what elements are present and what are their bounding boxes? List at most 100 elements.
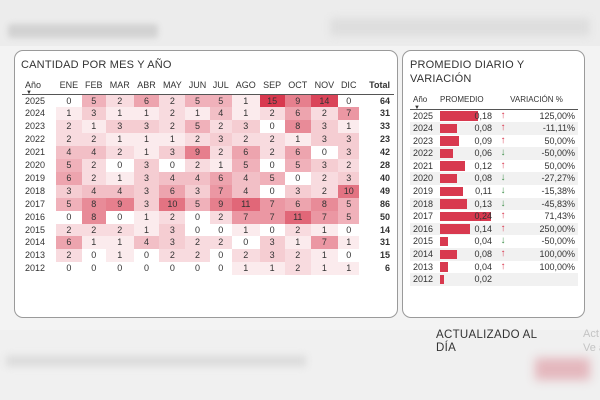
matrix-cell[interactable]: 5 — [231, 159, 260, 172]
matrix-cell[interactable]: 2 — [209, 146, 232, 160]
matrix-cell[interactable]: 9 — [284, 94, 311, 108]
matrix-cell[interactable]: 3 — [310, 133, 338, 147]
matrix-cell[interactable]: 10 — [159, 197, 186, 211]
matrix-cell[interactable]: 3 — [159, 223, 186, 237]
matrix-cell[interactable]: 1 — [337, 236, 360, 250]
matrix-cell[interactable]: 1 — [133, 146, 160, 160]
matrix-cell[interactable]: 4 — [159, 171, 186, 185]
matrix-row[interactable]: 2024 1 3 1 1 2 1 4 1 2 6 2 7 31 — [22, 107, 394, 121]
matrix-cell[interactable]: 7 — [259, 210, 285, 224]
matrix-row[interactable]: 2017 5 8 9 3 10 5 9 11 7 6 8 5 86 — [22, 197, 394, 211]
matrix-cell[interactable]: 1 — [81, 236, 106, 250]
month-header-ene[interactable]: ENE — [59, 79, 79, 90]
matrix-cell[interactable]: 3 — [159, 146, 186, 160]
matrix-cell[interactable]: 2 — [284, 262, 311, 276]
month-header-ago[interactable]: AGO — [235, 79, 256, 90]
matrix-cell[interactable]: 2 — [310, 184, 338, 198]
matrix-cell[interactable]: 2 — [209, 210, 232, 224]
matrix-cell[interactable]: 2 — [259, 146, 285, 160]
matrix-cell[interactable]: 1 — [105, 249, 134, 263]
matrix-cell[interactable]: 4 — [56, 146, 82, 160]
matrix-cell[interactable]: 6 — [56, 171, 82, 185]
month-header-jul[interactable]: JUL — [212, 79, 229, 90]
month-header-nov[interactable]: NOV — [314, 79, 335, 90]
matrix-cell[interactable]: 2 — [259, 107, 285, 121]
matrix-cell[interactable]: 1 — [310, 249, 338, 263]
matrix-cell[interactable]: 1 — [310, 262, 338, 276]
matrix-cell[interactable]: 3 — [81, 107, 106, 121]
matrix-cell[interactable]: 4 — [185, 171, 210, 185]
matrix-cell[interactable]: 5 — [81, 94, 106, 108]
matrix-cell[interactable]: 3 — [105, 120, 134, 134]
matrix-cell[interactable]: 1 — [209, 159, 232, 172]
matrix-cell[interactable]: 0 — [105, 262, 134, 276]
matrix-cell[interactable]: 5 — [337, 197, 360, 211]
matrix-cell[interactable]: 11 — [284, 210, 311, 224]
matrix-cell[interactable]: 3 — [133, 120, 160, 134]
matrix-cell[interactable]: 0 — [159, 159, 186, 172]
matrix-cell[interactable]: 4 — [133, 236, 160, 250]
year-column-header[interactable]: Año ▼ — [22, 76, 56, 96]
matrix-cell[interactable]: 2 — [284, 223, 311, 237]
matrix-cell[interactable]: 5 — [56, 197, 82, 211]
matrix-cell[interactable]: 0 — [185, 210, 210, 224]
matrix-cell[interactable]: 2 — [81, 171, 106, 185]
matrix-cell[interactable]: 0 — [105, 210, 134, 224]
matrix-cell[interactable]: 4 — [231, 171, 260, 185]
daily-row[interactable]: 2024 0,08 ↑ -11,11% — [410, 122, 578, 135]
matrix-cell[interactable]: 3 — [133, 197, 160, 211]
matrix-cell[interactable]: 2 — [185, 236, 210, 250]
matrix-cell[interactable]: 6 — [284, 107, 311, 121]
total-column-header[interactable]: Total — [369, 79, 390, 90]
matrix-cell[interactable]: 3 — [284, 184, 311, 198]
matrix-cell[interactable]: 1 — [105, 236, 134, 250]
matrix-cell[interactable]: 1 — [284, 133, 311, 147]
matrix-cell[interactable]: 0 — [133, 262, 160, 276]
matrix-cell[interactable]: 2 — [159, 210, 186, 224]
matrix-cell[interactable]: 2 — [81, 133, 106, 147]
matrix-cell[interactable]: 4 — [231, 184, 260, 198]
matrix-cell[interactable]: 0 — [337, 223, 360, 237]
matrix-cell[interactable]: 6 — [209, 171, 232, 185]
matrix-row[interactable]: 2025 0 5 2 6 2 5 5 1 15 9 14 0 64 — [22, 94, 394, 108]
matrix-cell[interactable]: 6 — [284, 146, 311, 160]
matrix-cell[interactable]: 2 — [105, 146, 134, 160]
matrix-cell[interactable]: 0 — [81, 262, 106, 276]
matrix-cell[interactable]: 0 — [259, 223, 285, 237]
daily-row[interactable]: 2017 0,24 ↑ 71,43% — [410, 210, 578, 223]
matrix-cell[interactable]: 0 — [209, 223, 232, 237]
matrix-cell[interactable]: 7 — [209, 184, 232, 198]
matrix-cell[interactable]: 7 — [310, 210, 338, 224]
matrix-cell[interactable]: 2 — [259, 133, 285, 147]
matrix-cell[interactable]: 0 — [133, 249, 160, 263]
daily-avg-header[interactable]: PROMEDIO — [440, 95, 484, 105]
matrix-cell[interactable]: 3 — [337, 171, 360, 185]
matrix-cell[interactable]: 2 — [56, 223, 82, 237]
month-header-dic[interactable]: DIC — [340, 79, 357, 90]
matrix-cell[interactable]: 9 — [105, 197, 134, 211]
matrix-cell[interactable]: 5 — [185, 120, 210, 134]
matrix-cell[interactable]: 3 — [231, 120, 260, 134]
matrix-cell[interactable]: 3 — [337, 133, 360, 147]
matrix-cell[interactable]: 3 — [133, 171, 160, 185]
matrix-cell[interactable]: 0 — [310, 146, 338, 160]
matrix-cell[interactable]: 1 — [133, 133, 160, 147]
matrix-cell[interactable]: 5 — [259, 171, 285, 185]
matrix-cell[interactable]: 2 — [81, 223, 106, 237]
matrix-cell[interactable]: 0 — [284, 171, 311, 185]
matrix-cell[interactable]: 5 — [209, 94, 232, 108]
matrix-cell[interactable]: 2 — [56, 120, 82, 134]
matrix-cell[interactable]: 2 — [185, 133, 210, 147]
matrix-cell[interactable]: 0 — [105, 159, 134, 172]
matrix-cell[interactable]: 1 — [105, 107, 134, 121]
matrix-cell[interactable]: 0 — [337, 249, 360, 263]
month-header-mar[interactable]: MAR — [109, 79, 130, 90]
matrix-cell[interactable]: 1 — [81, 120, 106, 134]
matrix-cell[interactable]: 2 — [159, 120, 186, 134]
matrix-cell[interactable]: 2 — [159, 249, 186, 263]
daily-row[interactable]: 2022 0,06 ↓ -50,00% — [410, 147, 578, 160]
matrix-cell[interactable]: 2 — [159, 94, 186, 108]
matrix-cell[interactable]: 2 — [56, 249, 82, 263]
matrix-cell[interactable]: 0 — [159, 262, 186, 276]
matrix-cell[interactable]: 0 — [56, 262, 82, 276]
